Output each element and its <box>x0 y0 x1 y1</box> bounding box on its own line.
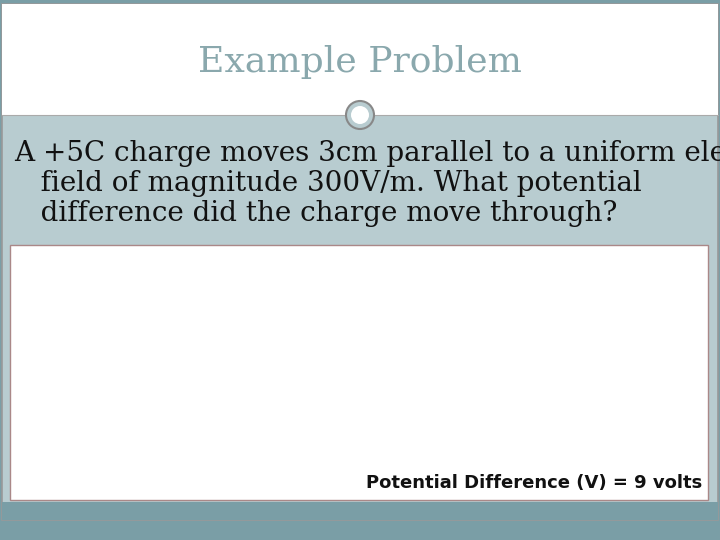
Text: A +5C charge moves 3cm parallel to a uniform electric: A +5C charge moves 3cm parallel to a uni… <box>14 140 720 167</box>
Circle shape <box>351 106 369 124</box>
Circle shape <box>346 101 374 129</box>
FancyBboxPatch shape <box>10 245 708 500</box>
FancyBboxPatch shape <box>2 4 718 520</box>
FancyBboxPatch shape <box>2 502 718 520</box>
Text: difference did the charge move through?: difference did the charge move through? <box>14 200 617 227</box>
Text: Potential Difference (V) = 9 volts: Potential Difference (V) = 9 volts <box>366 474 702 492</box>
Text: Example Problem: Example Problem <box>198 45 522 79</box>
FancyBboxPatch shape <box>2 4 718 115</box>
Text: field of magnitude 300V/m. What potential: field of magnitude 300V/m. What potentia… <box>14 170 642 197</box>
